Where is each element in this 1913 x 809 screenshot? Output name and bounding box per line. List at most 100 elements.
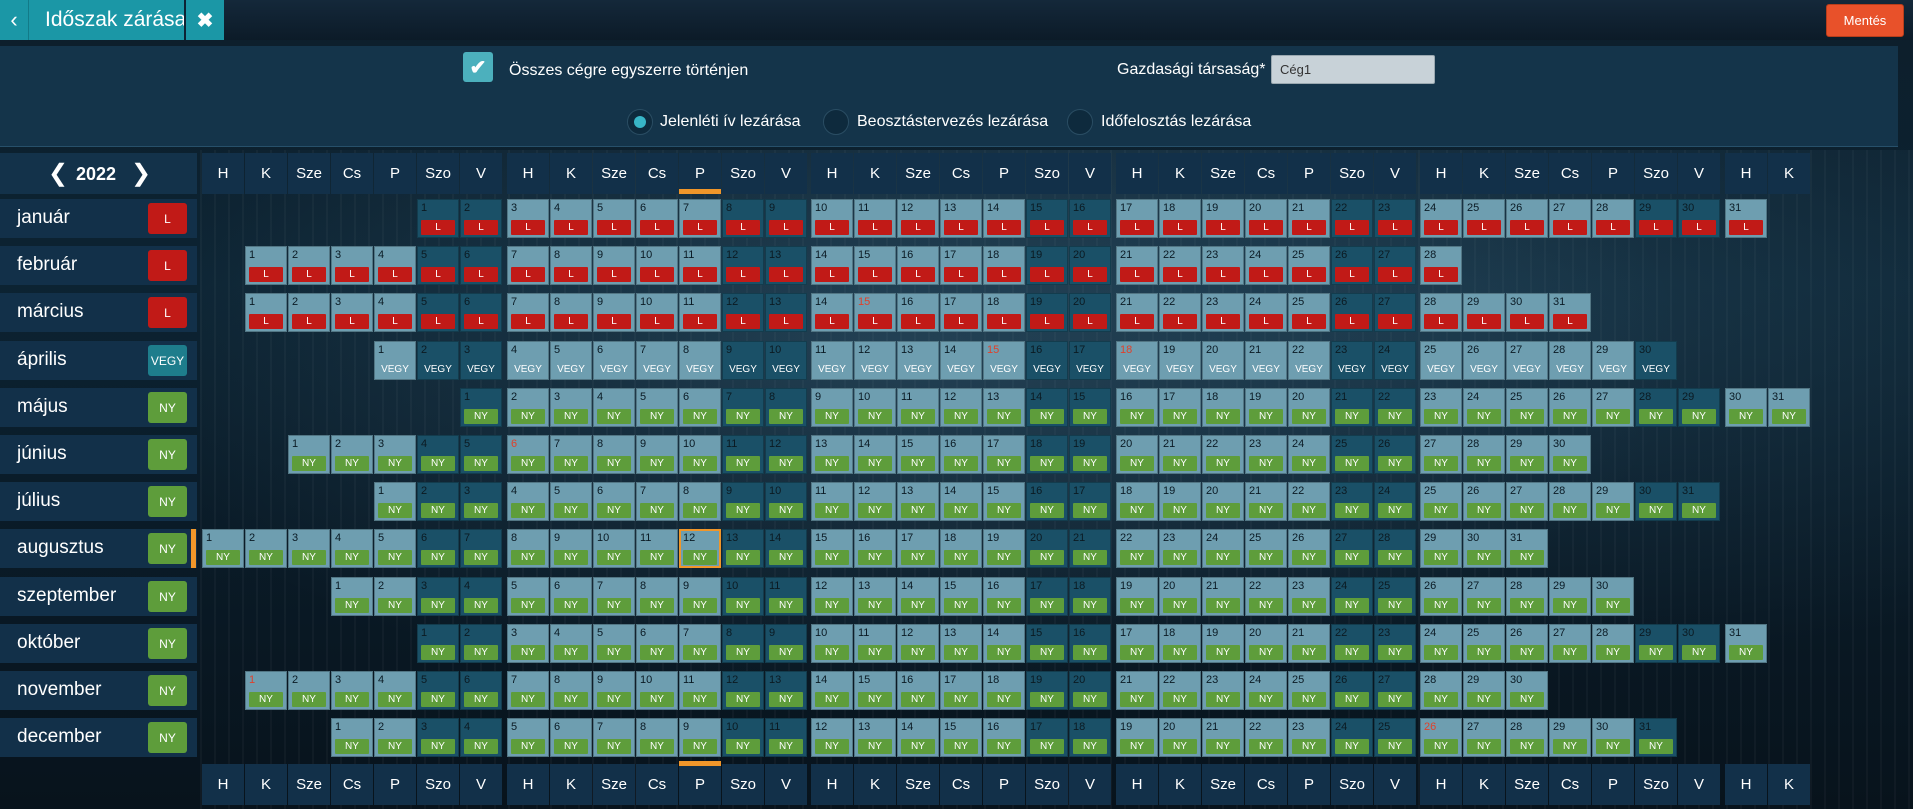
day-cell[interactable]: 29 NY (1678, 388, 1720, 427)
day-cell[interactable]: 9 NY (550, 529, 592, 568)
day-cell[interactable]: 16 VEGY (1026, 341, 1068, 380)
day-cell[interactable]: 12 VEGY (854, 341, 896, 380)
day-cell[interactable]: 15 VEGY (983, 341, 1025, 380)
day-cell[interactable]: 15 NY (983, 482, 1025, 521)
day-cell[interactable]: 13 NY (765, 671, 807, 710)
day-cell[interactable]: 18 NY (940, 529, 982, 568)
day-cell[interactable]: 16 NY (1026, 482, 1068, 521)
next-year-icon[interactable]: ❯ (131, 160, 152, 187)
day-cell[interactable]: 24 NY (1288, 435, 1330, 474)
day-cell[interactable]: 25 NY (1506, 388, 1548, 427)
day-cell[interactable]: 5 NY (460, 435, 502, 474)
day-cell[interactable]: 30 VEGY (1635, 341, 1677, 380)
day-cell[interactable]: 28 L (1420, 293, 1462, 332)
day-cell[interactable]: 12 L (897, 199, 939, 238)
day-cell[interactable]: 25 NY (1374, 577, 1416, 616)
day-cell[interactable]: 9 NY (636, 435, 678, 474)
day-cell[interactable]: 19 NY (1245, 388, 1287, 427)
day-cell[interactable]: 15 NY (811, 529, 853, 568)
day-cell[interactable]: 7 NY (593, 718, 635, 757)
month-status-badge[interactable]: NY (148, 628, 187, 659)
day-cell[interactable]: 20 L (1069, 293, 1111, 332)
day-cell[interactable]: 24 L (1245, 246, 1287, 285)
radio-time-allocation[interactable] (1067, 109, 1093, 135)
day-cell[interactable]: 3 NY (374, 435, 416, 474)
day-cell[interactable]: 2 VEGY (417, 341, 459, 380)
day-cell[interactable]: 12 NY (940, 388, 982, 427)
day-cell[interactable]: 15 L (854, 293, 896, 332)
day-cell[interactable]: 9 NY (679, 577, 721, 616)
day-cell[interactable]: 28 NY (1420, 671, 1462, 710)
day-cell[interactable]: 25 NY (1463, 624, 1505, 663)
day-cell[interactable]: 16 NY (940, 435, 982, 474)
day-cell[interactable]: 12 NY (722, 671, 764, 710)
day-cell[interactable]: 5 NY (507, 718, 549, 757)
day-cell[interactable]: 4 NY (507, 482, 549, 521)
day-cell[interactable]: 11 VEGY (811, 341, 853, 380)
day-cell[interactable]: 11 NY (897, 388, 939, 427)
day-cell[interactable]: 30 NY (1635, 482, 1677, 521)
day-cell[interactable]: 14 NY (897, 577, 939, 616)
day-cell[interactable]: 8 NY (636, 577, 678, 616)
day-cell[interactable]: 20 NY (1069, 671, 1111, 710)
day-cell[interactable]: 24 NY (1420, 624, 1462, 663)
day-cell[interactable]: 19 NY (1116, 577, 1158, 616)
day-cell[interactable]: 17 NY (1159, 388, 1201, 427)
day-cell[interactable]: 24 NY (1331, 718, 1373, 757)
day-cell[interactable]: 2 NY (507, 388, 549, 427)
day-cell[interactable]: 9 NY (811, 388, 853, 427)
day-cell[interactable]: 17 VEGY (1069, 341, 1111, 380)
day-cell[interactable]: 23 NY (1288, 718, 1330, 757)
day-cell[interactable]: 30 NY (1678, 624, 1720, 663)
month-status-badge[interactable]: L (148, 297, 187, 328)
day-cell[interactable]: 24 NY (1374, 482, 1416, 521)
day-cell[interactable]: 30 NY (1592, 718, 1634, 757)
day-cell[interactable]: 20 NY (1202, 482, 1244, 521)
day-cell[interactable]: 19 NY (1069, 435, 1111, 474)
day-cell[interactable]: 21 L (1288, 199, 1330, 238)
day-cell[interactable]: 18 NY (1069, 718, 1111, 757)
day-cell[interactable]: 17 NY (1026, 718, 1068, 757)
day-cell[interactable]: 17 L (940, 293, 982, 332)
day-cell[interactable]: 13 NY (854, 577, 896, 616)
day-cell[interactable]: 3 NY (417, 718, 459, 757)
day-cell[interactable]: 22 NY (1245, 718, 1287, 757)
day-cell[interactable]: 24 L (1245, 293, 1287, 332)
day-cell[interactable]: 21 NY (1159, 435, 1201, 474)
day-cell[interactable]: 9 NY (679, 718, 721, 757)
day-cell[interactable]: 25 NY (1288, 671, 1330, 710)
day-cell[interactable]: 17 NY (940, 671, 982, 710)
day-cell[interactable]: 12 NY (679, 529, 721, 568)
day-cell[interactable]: 28 NY (1463, 435, 1505, 474)
day-cell[interactable]: 27 NY (1592, 388, 1634, 427)
radio-attendance[interactable] (627, 109, 653, 135)
day-cell[interactable]: 11 NY (679, 671, 721, 710)
day-cell[interactable]: 26 VEGY (1463, 341, 1505, 380)
day-cell[interactable]: 23 NY (1374, 624, 1416, 663)
day-cell[interactable]: 26 L (1331, 293, 1373, 332)
day-cell[interactable]: 30 NY (1463, 529, 1505, 568)
day-cell[interactable]: 24 L (1420, 199, 1462, 238)
day-cell[interactable]: 8 NY (507, 529, 549, 568)
day-cell[interactable]: 31 NY (1635, 718, 1677, 757)
day-cell[interactable]: 18 VEGY (1116, 341, 1158, 380)
day-cell[interactable]: 20 NY (1245, 624, 1287, 663)
day-cell[interactable]: 16 NY (897, 671, 939, 710)
day-cell[interactable]: 13 NY (983, 388, 1025, 427)
day-cell[interactable]: 6 NY (636, 624, 678, 663)
day-cell[interactable]: 6 NY (460, 671, 502, 710)
day-cell[interactable]: 14 L (811, 246, 853, 285)
day-cell[interactable]: 2 NY (374, 718, 416, 757)
day-cell[interactable]: 22 NY (1374, 388, 1416, 427)
close-button[interactable]: ✖ (184, 0, 224, 40)
day-cell[interactable]: 9 NY (722, 482, 764, 521)
day-cell[interactable]: 24 NY (1202, 529, 1244, 568)
day-cell[interactable]: 25 L (1288, 246, 1330, 285)
day-cell[interactable]: 31 L (1549, 293, 1591, 332)
day-cell[interactable]: 10 L (636, 293, 678, 332)
month-status-badge[interactable]: VEGY (148, 345, 187, 376)
